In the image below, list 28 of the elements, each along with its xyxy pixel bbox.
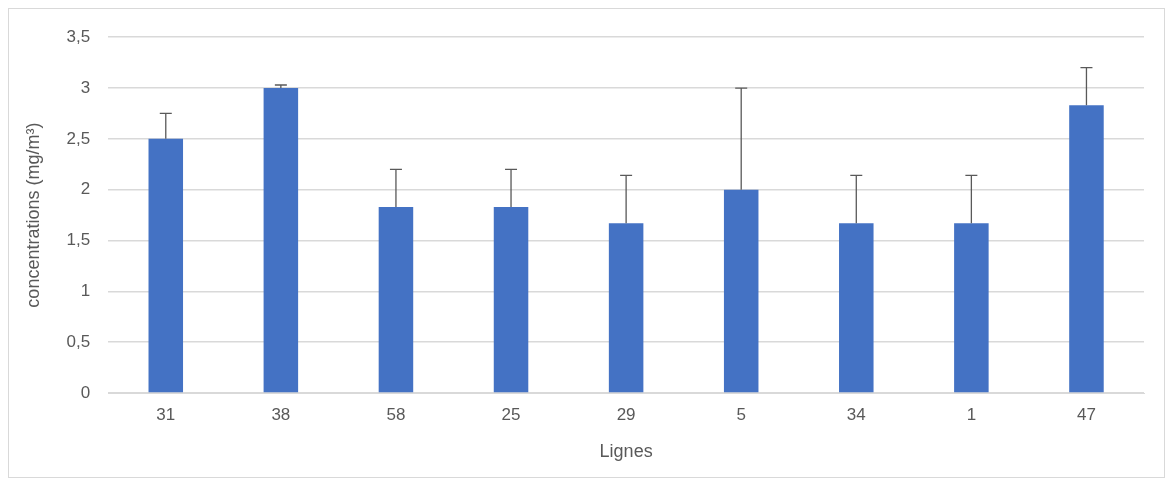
- x-tick-label: 25: [501, 404, 521, 424]
- x-tick-label: 31: [156, 404, 176, 424]
- x-tick-label: 5: [736, 404, 746, 424]
- y-tick-label: 0,5: [66, 331, 91, 351]
- bar: [723, 189, 759, 393]
- y-tick-label: 3,5: [66, 26, 91, 46]
- x-tick-label: 38: [271, 404, 291, 424]
- x-tick-label: 34: [846, 404, 866, 424]
- bar: [1069, 105, 1104, 393]
- bar: [608, 223, 644, 393]
- x-tick-label: 47: [1077, 404, 1096, 424]
- bar: [493, 206, 529, 393]
- x-tick-label: 58: [386, 404, 406, 424]
- bar: [378, 206, 414, 393]
- x-tick-label: 29: [616, 404, 636, 424]
- y-tick-label: 1,5: [66, 230, 91, 250]
- bar: [263, 88, 299, 393]
- y-tick-label: 2: [80, 179, 91, 199]
- y-tick-label: 3: [80, 77, 91, 97]
- y-tick-label: 2,5: [66, 128, 91, 148]
- bar: [839, 223, 874, 393]
- y-tick-label: 0: [80, 382, 91, 402]
- x-tick-label: 1: [966, 404, 977, 424]
- x-axis-title: Lignes: [599, 441, 653, 462]
- y-axis-title: concentrations (mg/m³): [22, 122, 43, 308]
- y-tick-label: 1: [80, 281, 91, 301]
- bar: [148, 138, 184, 393]
- bar: [954, 223, 989, 393]
